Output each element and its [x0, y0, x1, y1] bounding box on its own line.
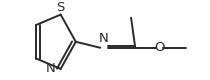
- Text: S: S: [56, 1, 65, 14]
- Text: N: N: [46, 62, 55, 75]
- Text: O: O: [154, 41, 164, 54]
- Text: N: N: [99, 32, 109, 45]
